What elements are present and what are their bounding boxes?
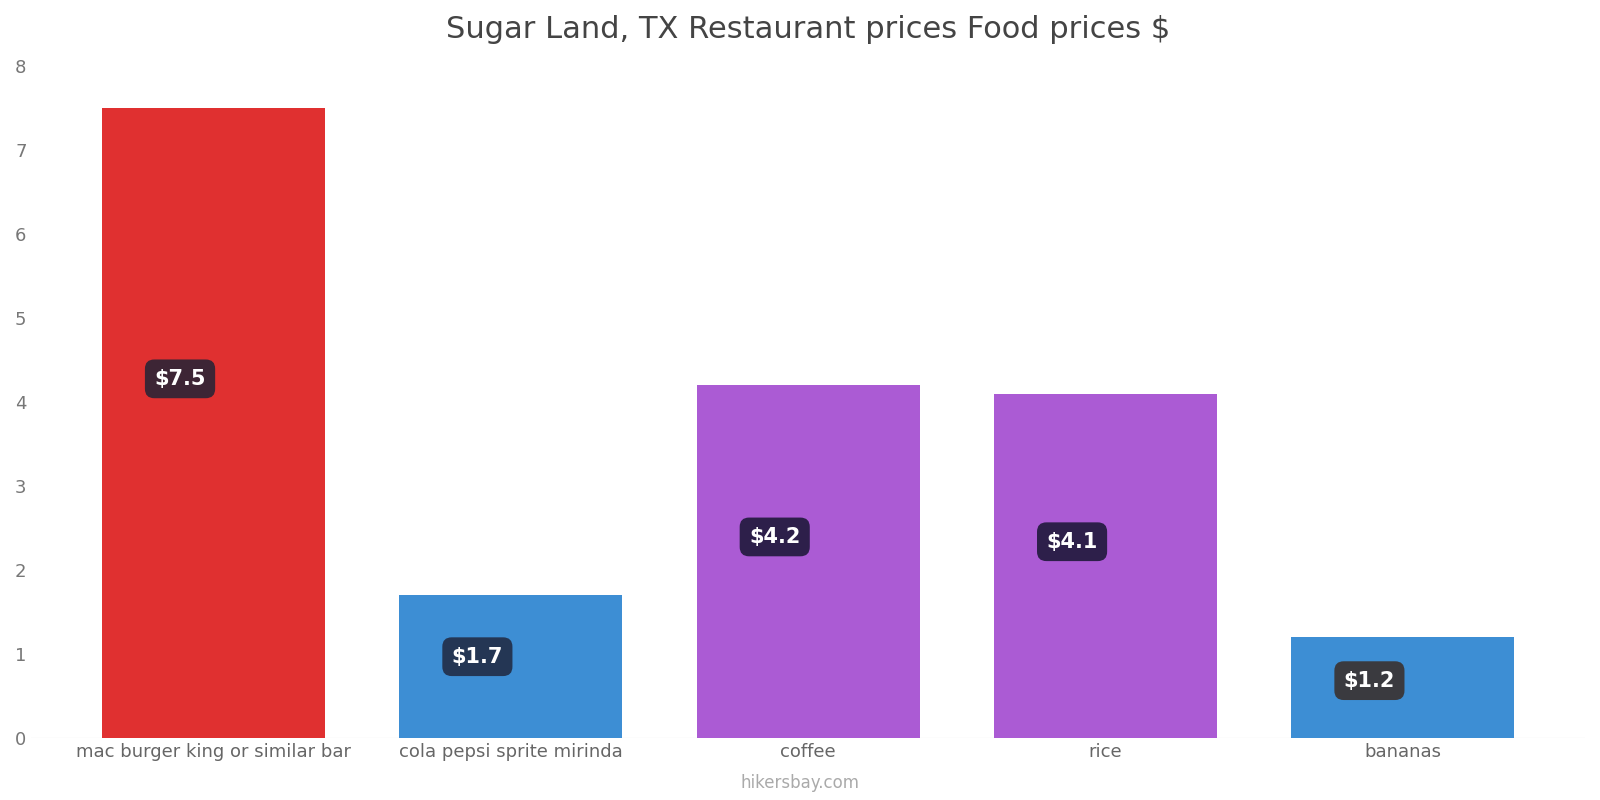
Text: $4.2: $4.2: [749, 527, 800, 547]
Bar: [696, 385, 920, 738]
Text: $4.1: $4.1: [1046, 532, 1098, 552]
Title: Sugar Land, TX Restaurant prices Food prices $: Sugar Land, TX Restaurant prices Food pr…: [446, 15, 1170, 44]
Bar: [400, 595, 622, 738]
Text: $1.2: $1.2: [1344, 670, 1395, 690]
Text: $7.5: $7.5: [154, 369, 206, 389]
Bar: [102, 108, 325, 738]
Bar: [1291, 638, 1514, 738]
Bar: [994, 394, 1218, 738]
Text: hikersbay.com: hikersbay.com: [741, 774, 859, 792]
Text: $1.7: $1.7: [451, 646, 502, 666]
